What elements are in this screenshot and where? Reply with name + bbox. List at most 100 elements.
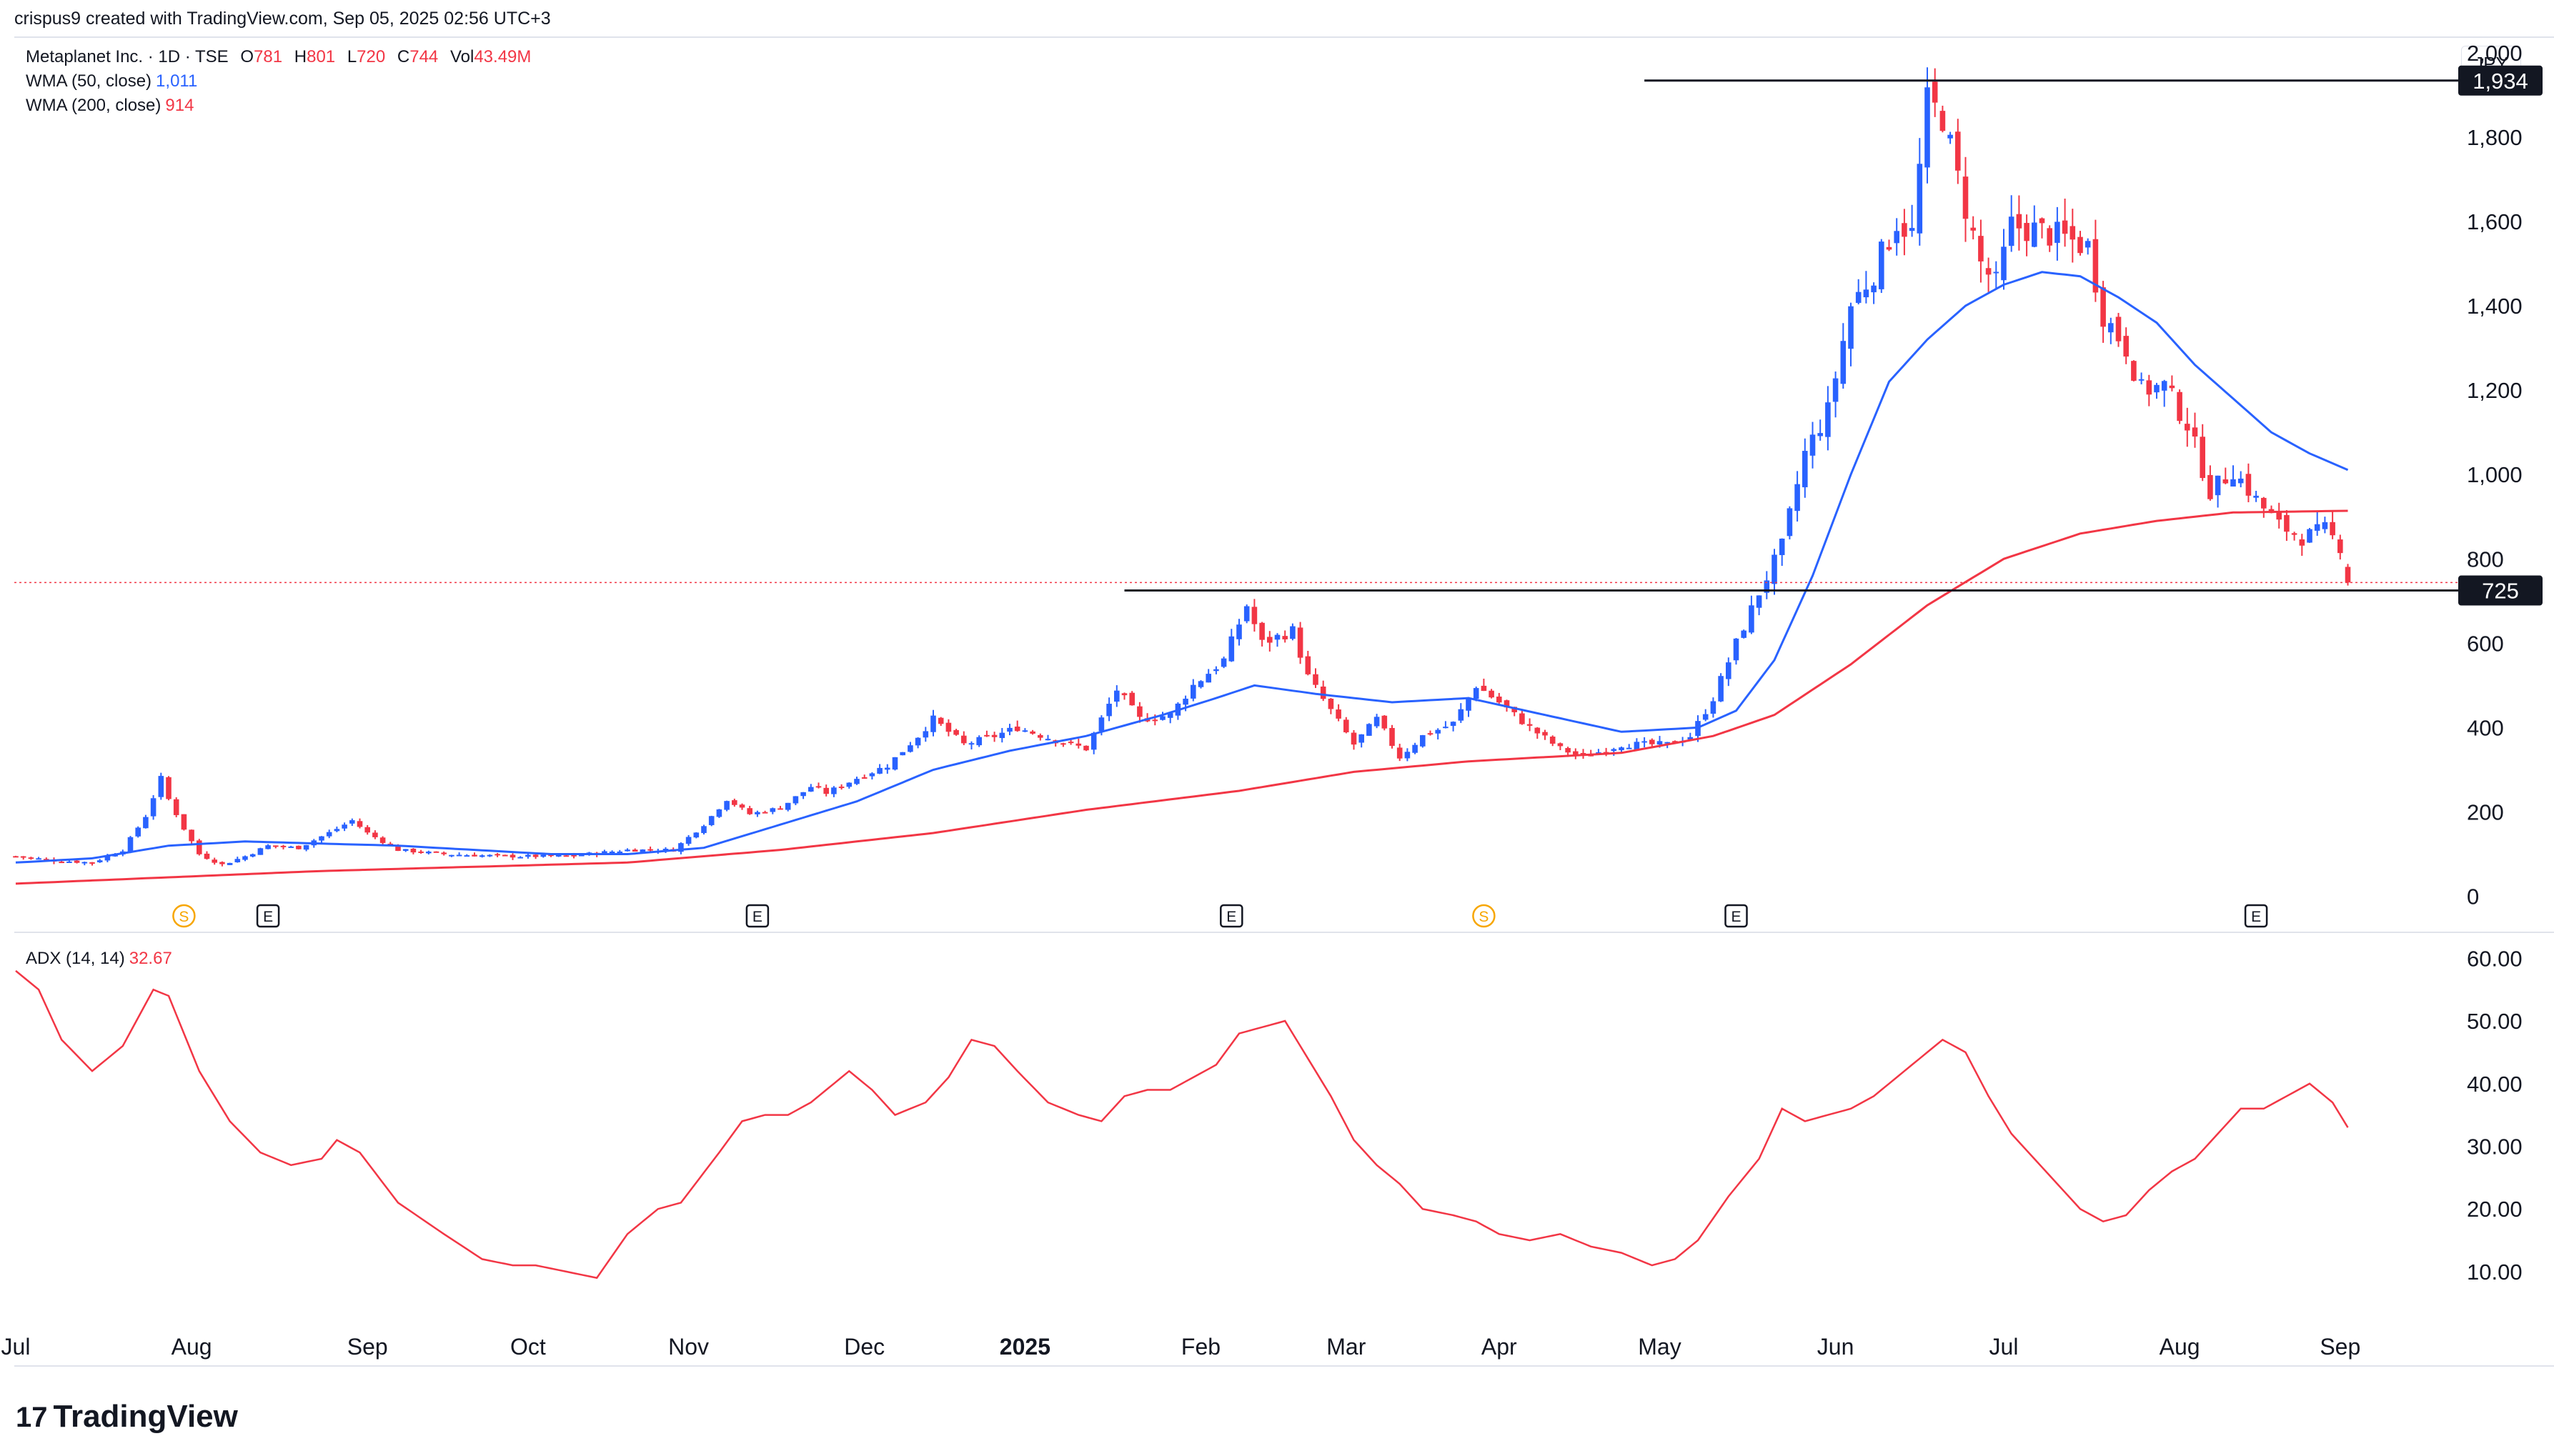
candle-up bbox=[800, 792, 806, 797]
candle-down bbox=[2345, 567, 2351, 583]
candle-down bbox=[747, 808, 752, 814]
adx-axis-tick: 60.00 bbox=[2467, 946, 2523, 971]
time-axis-label: Feb bbox=[1181, 1334, 1221, 1360]
candle-up bbox=[319, 836, 324, 841]
adx-axis-tick: 40.00 bbox=[2467, 1072, 2523, 1097]
candle-up bbox=[487, 854, 493, 857]
candle-up bbox=[2230, 479, 2236, 487]
candle-up bbox=[2001, 246, 2007, 281]
split-event-icon bbox=[172, 904, 196, 928]
candle-down bbox=[739, 804, 745, 808]
candle-down bbox=[2123, 336, 2129, 357]
candle-down bbox=[280, 845, 287, 847]
candle-up bbox=[693, 832, 700, 838]
candle-up bbox=[1213, 669, 1219, 672]
candle-down bbox=[1955, 131, 1961, 171]
candle-down bbox=[219, 862, 225, 864]
candle-up bbox=[1917, 164, 1923, 234]
candle-up bbox=[1710, 701, 1716, 714]
candle-down bbox=[1549, 737, 1556, 744]
candle-up bbox=[1183, 698, 1188, 705]
symbol-name[interactable]: Metaplanet Inc. · 1D · TSE bbox=[26, 47, 229, 66]
candle-down bbox=[1962, 176, 1969, 219]
candle-down bbox=[379, 837, 386, 843]
candle-down bbox=[2207, 474, 2213, 499]
earnings-event-icon bbox=[256, 904, 280, 928]
candle-down bbox=[2337, 539, 2343, 554]
candle-up bbox=[1466, 697, 1471, 711]
candle-up bbox=[1863, 289, 1869, 298]
candle-up bbox=[426, 852, 432, 854]
candle-up bbox=[1435, 729, 1441, 734]
candle-down bbox=[1083, 745, 1089, 751]
candle-up bbox=[1611, 749, 1617, 752]
candle-up bbox=[1779, 538, 1785, 555]
candle-up bbox=[609, 852, 615, 854]
candle-down bbox=[1259, 622, 1265, 640]
candle-down bbox=[732, 800, 737, 805]
candle-up bbox=[257, 848, 264, 855]
candle-up bbox=[464, 855, 470, 857]
candle-up bbox=[2161, 381, 2167, 391]
candle-down bbox=[991, 734, 998, 737]
candle-up bbox=[724, 801, 730, 810]
candle-down bbox=[2062, 220, 2068, 234]
time-axis-label: Jul bbox=[1989, 1334, 2019, 1360]
adx-axis-tick: 10.00 bbox=[2467, 1260, 2523, 1285]
candle-up bbox=[1358, 734, 1364, 743]
adx-legend[interactable]: ADX (14, 14) 32.67 bbox=[26, 949, 172, 969]
candle-down bbox=[1328, 698, 1334, 709]
high-value: 801 bbox=[307, 47, 336, 66]
tradingview-logo[interactable]: 17 TradingView bbox=[16, 1399, 238, 1435]
candle-up bbox=[831, 787, 837, 794]
earnings-event-icon bbox=[745, 904, 770, 928]
candle-down bbox=[1152, 719, 1158, 722]
level-badge-label: 1,934 bbox=[2473, 69, 2528, 94]
candle-down bbox=[1557, 743, 1564, 747]
candle-down bbox=[2192, 427, 2198, 437]
wma200-legend[interactable]: WMA (200, close) 914 bbox=[26, 96, 194, 116]
event-marker-label: E bbox=[752, 909, 762, 925]
candle-up bbox=[579, 854, 585, 857]
candle-down bbox=[1565, 748, 1571, 753]
candle-up bbox=[517, 857, 523, 859]
candle-up bbox=[1855, 291, 1862, 303]
candle-down bbox=[777, 808, 783, 810]
candle-up bbox=[808, 787, 814, 792]
candle-up bbox=[854, 779, 860, 784]
candle-down bbox=[181, 814, 187, 830]
candle-up bbox=[1206, 674, 1211, 683]
price-axis-tick: 1,600 bbox=[2467, 209, 2523, 234]
candle-up bbox=[785, 802, 791, 810]
candle-up bbox=[1090, 732, 1097, 750]
candle-up bbox=[1825, 402, 1831, 437]
adx-line bbox=[15, 969, 2349, 1280]
candle-down bbox=[1511, 707, 1517, 712]
time-axis-label: Aug bbox=[172, 1334, 212, 1360]
candle-down bbox=[1489, 690, 1494, 698]
candle-up bbox=[555, 854, 562, 857]
candle-down bbox=[1320, 687, 1326, 699]
candle-up bbox=[1473, 688, 1479, 699]
candle-down bbox=[433, 851, 439, 853]
candle-up bbox=[242, 856, 248, 860]
candle-down bbox=[1985, 268, 1992, 275]
candle-up bbox=[1290, 626, 1296, 639]
candle-up bbox=[846, 782, 853, 787]
candle-up bbox=[1794, 484, 1800, 512]
wma50-value: 1,011 bbox=[156, 71, 198, 91]
candle-up bbox=[2108, 323, 2114, 333]
candle-up bbox=[1894, 231, 1899, 244]
low-label: L bbox=[347, 47, 357, 66]
wma50-legend[interactable]: WMA (50, close) 1,011 bbox=[26, 71, 197, 91]
price-axis-tick: 1,000 bbox=[2467, 462, 2523, 487]
candle-down bbox=[548, 854, 554, 857]
candle-up bbox=[2322, 522, 2328, 529]
candle-up bbox=[1871, 285, 1877, 293]
candle-down bbox=[1481, 685, 1487, 692]
candle-up bbox=[1098, 717, 1105, 732]
price-axis-tick: 0 bbox=[2467, 884, 2479, 909]
candle-down bbox=[1649, 739, 1655, 744]
candle-up bbox=[1114, 690, 1120, 702]
